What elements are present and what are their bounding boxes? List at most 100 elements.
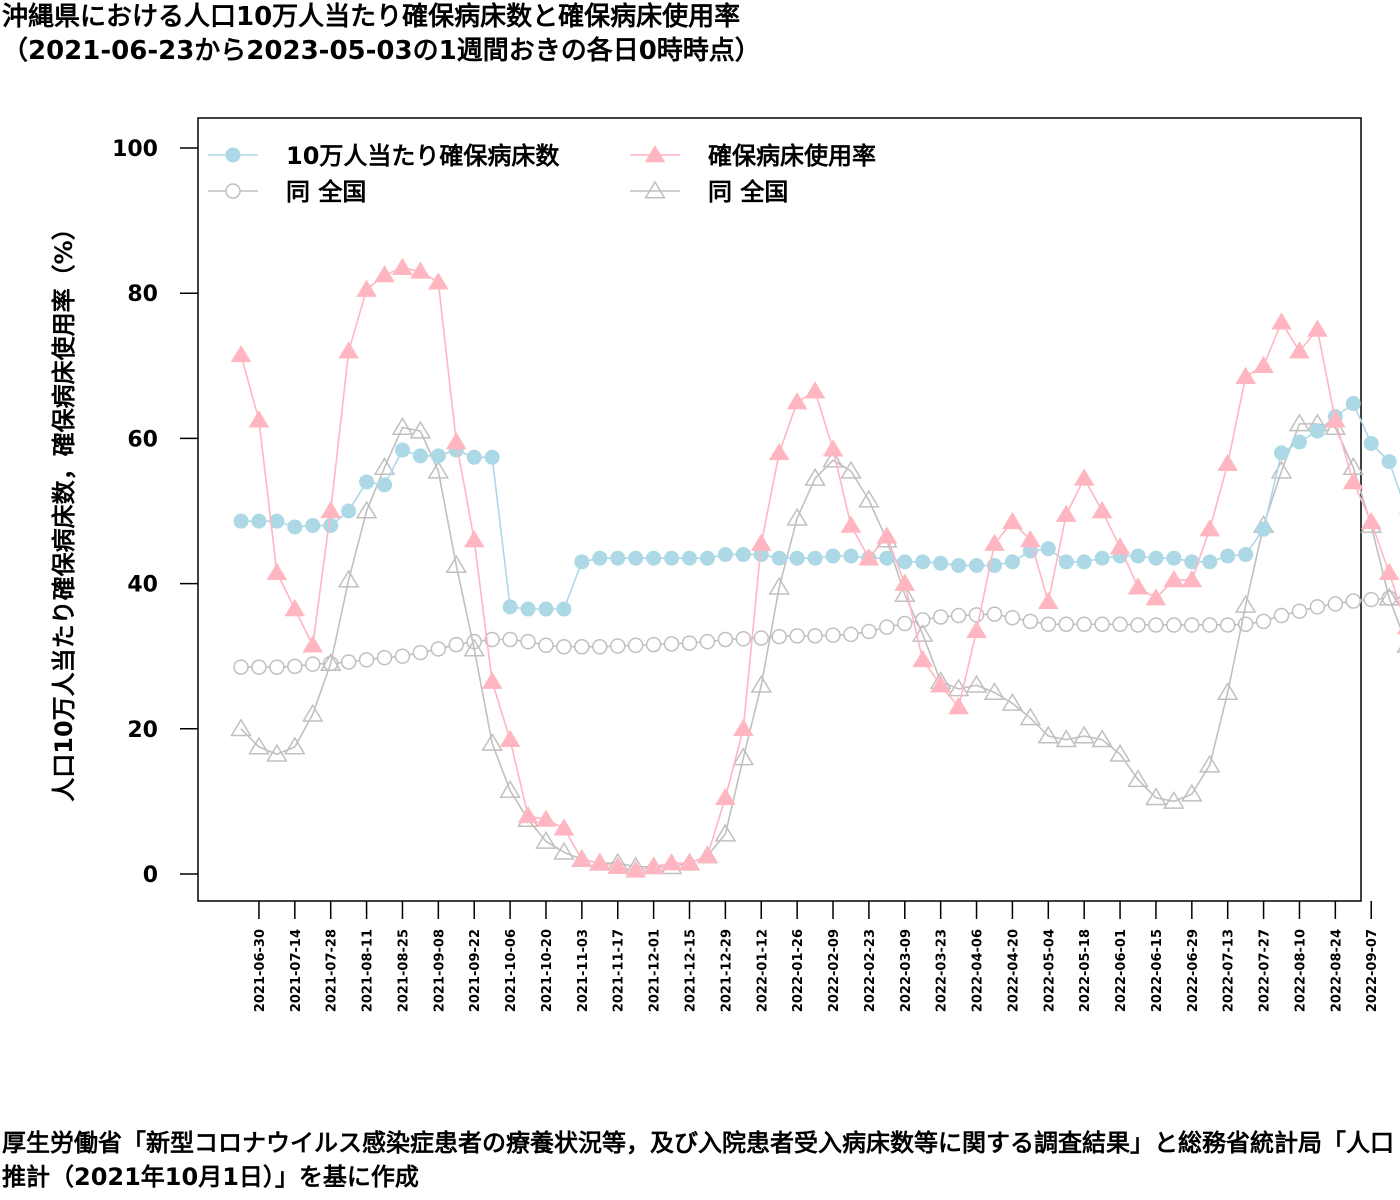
series-bed-usage-rate-point: [984, 533, 1005, 551]
series-national-usage-point: [391, 417, 414, 436]
x-tick-label: 2022-06-29: [1186, 929, 1201, 1012]
series-bed-usage-rate-point: [1307, 319, 1328, 337]
series-beds-per-100k-point: [1381, 454, 1397, 470]
series-bed-usage-rate-point: [1289, 341, 1310, 359]
series-national-usage-point: [1288, 413, 1311, 432]
series-bed-usage-rate-point: [1020, 530, 1041, 548]
series-national-beds-point: [358, 652, 375, 668]
series-bed-usage-rate-point: [1181, 569, 1203, 588]
series-beds-per-100k-point: [520, 601, 536, 617]
series-national-usage-line: [240, 423, 1400, 868]
series-national-beds-point: [1112, 616, 1128, 633]
series-bed-usage-rate-point: [392, 257, 413, 276]
x-tick-label: 2021-08-11: [361, 929, 376, 1012]
x-tick-label: 2022-06-15: [1150, 929, 1165, 1012]
series-bed-usage-rate-point: [822, 439, 844, 457]
series-bed-usage-rate-point: [266, 562, 288, 580]
x-tick-label: 2022-04-06: [971, 929, 986, 1012]
series-national-beds-point: [932, 609, 949, 625]
series-bed-usage-rate-point: [589, 853, 611, 871]
x-tick-label: 2021-12-29: [719, 929, 734, 1012]
series-bed-usage-rate-point: [571, 849, 593, 867]
series-beds-per-100k-point: [915, 554, 931, 570]
series-national-beds-point: [556, 639, 572, 655]
x-tick-label: 2022-02-09: [827, 929, 842, 1012]
series-national-beds-point: [986, 606, 1003, 622]
series-beds-per-100k-point: [377, 477, 393, 493]
series-national-beds-point: [627, 637, 644, 654]
series-national-usage-point: [750, 674, 773, 693]
series-national-usage-point: [894, 584, 916, 602]
series-beds-per-100k-point: [269, 513, 285, 529]
series-national-beds-point: [609, 638, 626, 654]
series-national-usage-point: [355, 500, 378, 519]
series-bed-usage-rate-point: [1055, 504, 1077, 522]
series-national-beds-point: [861, 623, 877, 640]
x-tick-label: 2022-04-20: [1006, 929, 1021, 1012]
series-bed-usage-rate-point: [1163, 569, 1185, 588]
series-bed-usage-rate-point: [517, 805, 539, 824]
source-caption: 厚生労働省「新型コロナウイルス感染症患者の療養状況等，及び入院患者受入病床数等に…: [2, 1129, 1394, 1191]
y-axis: 0 20 40 60 80 100: [112, 137, 198, 888]
series-national-usage: [230, 413, 1400, 875]
series-beds-per-100k-point: [305, 518, 321, 534]
series-beds-per-100k-point: [592, 550, 608, 566]
series-national-usage-point: [1378, 587, 1400, 606]
series-beds-per-100k-point: [699, 550, 715, 566]
series-national-beds-point: [663, 636, 680, 652]
series-national-beds-point: [1166, 617, 1182, 633]
series-national-beds-point: [843, 626, 859, 643]
series-national-beds-point: [717, 631, 734, 648]
series-bed-usage-rate-point: [876, 526, 898, 544]
series-beds-per-100k-point: [1130, 548, 1146, 564]
series-beds-per-100k-point: [1202, 554, 1218, 570]
series-national-beds-point: [1327, 596, 1344, 612]
series-beds-per-100k-point: [933, 555, 949, 571]
series-national-beds-point: [233, 659, 249, 675]
series-national-beds-point: [1058, 616, 1074, 633]
series-national-usage-point: [248, 736, 270, 755]
series-national-usage-point: [1109, 743, 1131, 762]
series-national-beds-point: [430, 641, 447, 657]
series-bed-usage-rate-point: [732, 718, 754, 737]
series-beds-per-100k-point: [1345, 396, 1361, 412]
series-national-beds-point: [574, 639, 590, 655]
y-tick-label: 60: [127, 427, 158, 452]
x-tick-label: 2022-05-18: [1078, 929, 1093, 1012]
x-tick-label: 2022-06-01: [1114, 929, 1129, 1012]
series-national-beds-point: [1345, 593, 1362, 609]
series-bed-usage-rate-point: [1073, 468, 1095, 486]
series-bed-usage-rate-point: [966, 620, 987, 639]
series-national-beds-point: [789, 628, 805, 644]
legend-marker: [644, 145, 666, 163]
legend-marker: [225, 147, 241, 163]
series-national-usage-point: [373, 456, 396, 475]
x-tick-label: 2022-07-27: [1258, 929, 1273, 1012]
series-national-beds-point: [269, 659, 285, 675]
plot-frame: [197, 117, 1362, 902]
series-bed-usage-rate-point: [1378, 562, 1400, 580]
series-bed-usage-rate-point: [1199, 519, 1221, 537]
series-national-beds-point: [448, 636, 465, 653]
series-beds-per-100k-point: [879, 550, 895, 566]
series-national-beds-point: [1291, 603, 1308, 619]
series-beds-per-100k-point: [610, 550, 626, 566]
y-tick-label: 100: [112, 137, 158, 162]
series-national-usage-point: [1216, 682, 1239, 700]
series-bed-usage-rate-point: [320, 501, 342, 519]
series-national-beds-point: [1309, 599, 1326, 615]
series-beds-per-100k-point: [287, 519, 303, 535]
series-bed-usage-rate-point: [499, 729, 521, 747]
x-tick-label: 2021-10-20: [540, 929, 555, 1012]
y-tick-label: 0: [143, 863, 158, 888]
series-national-usage-point: [1091, 729, 1113, 748]
series-bed-usage-rate-point: [1235, 366, 1256, 384]
x-tick-label: 2021-09-08: [432, 929, 447, 1012]
series-bed-usage-rate-point: [356, 279, 377, 297]
series-beds-per-100k-point: [1004, 554, 1020, 570]
series-bed-usage-rate-point: [697, 845, 718, 864]
series-national-beds-point: [1273, 607, 1290, 624]
x-tick-label: 2022-02-23: [863, 929, 878, 1012]
series-beds-per-100k-point: [484, 449, 500, 465]
